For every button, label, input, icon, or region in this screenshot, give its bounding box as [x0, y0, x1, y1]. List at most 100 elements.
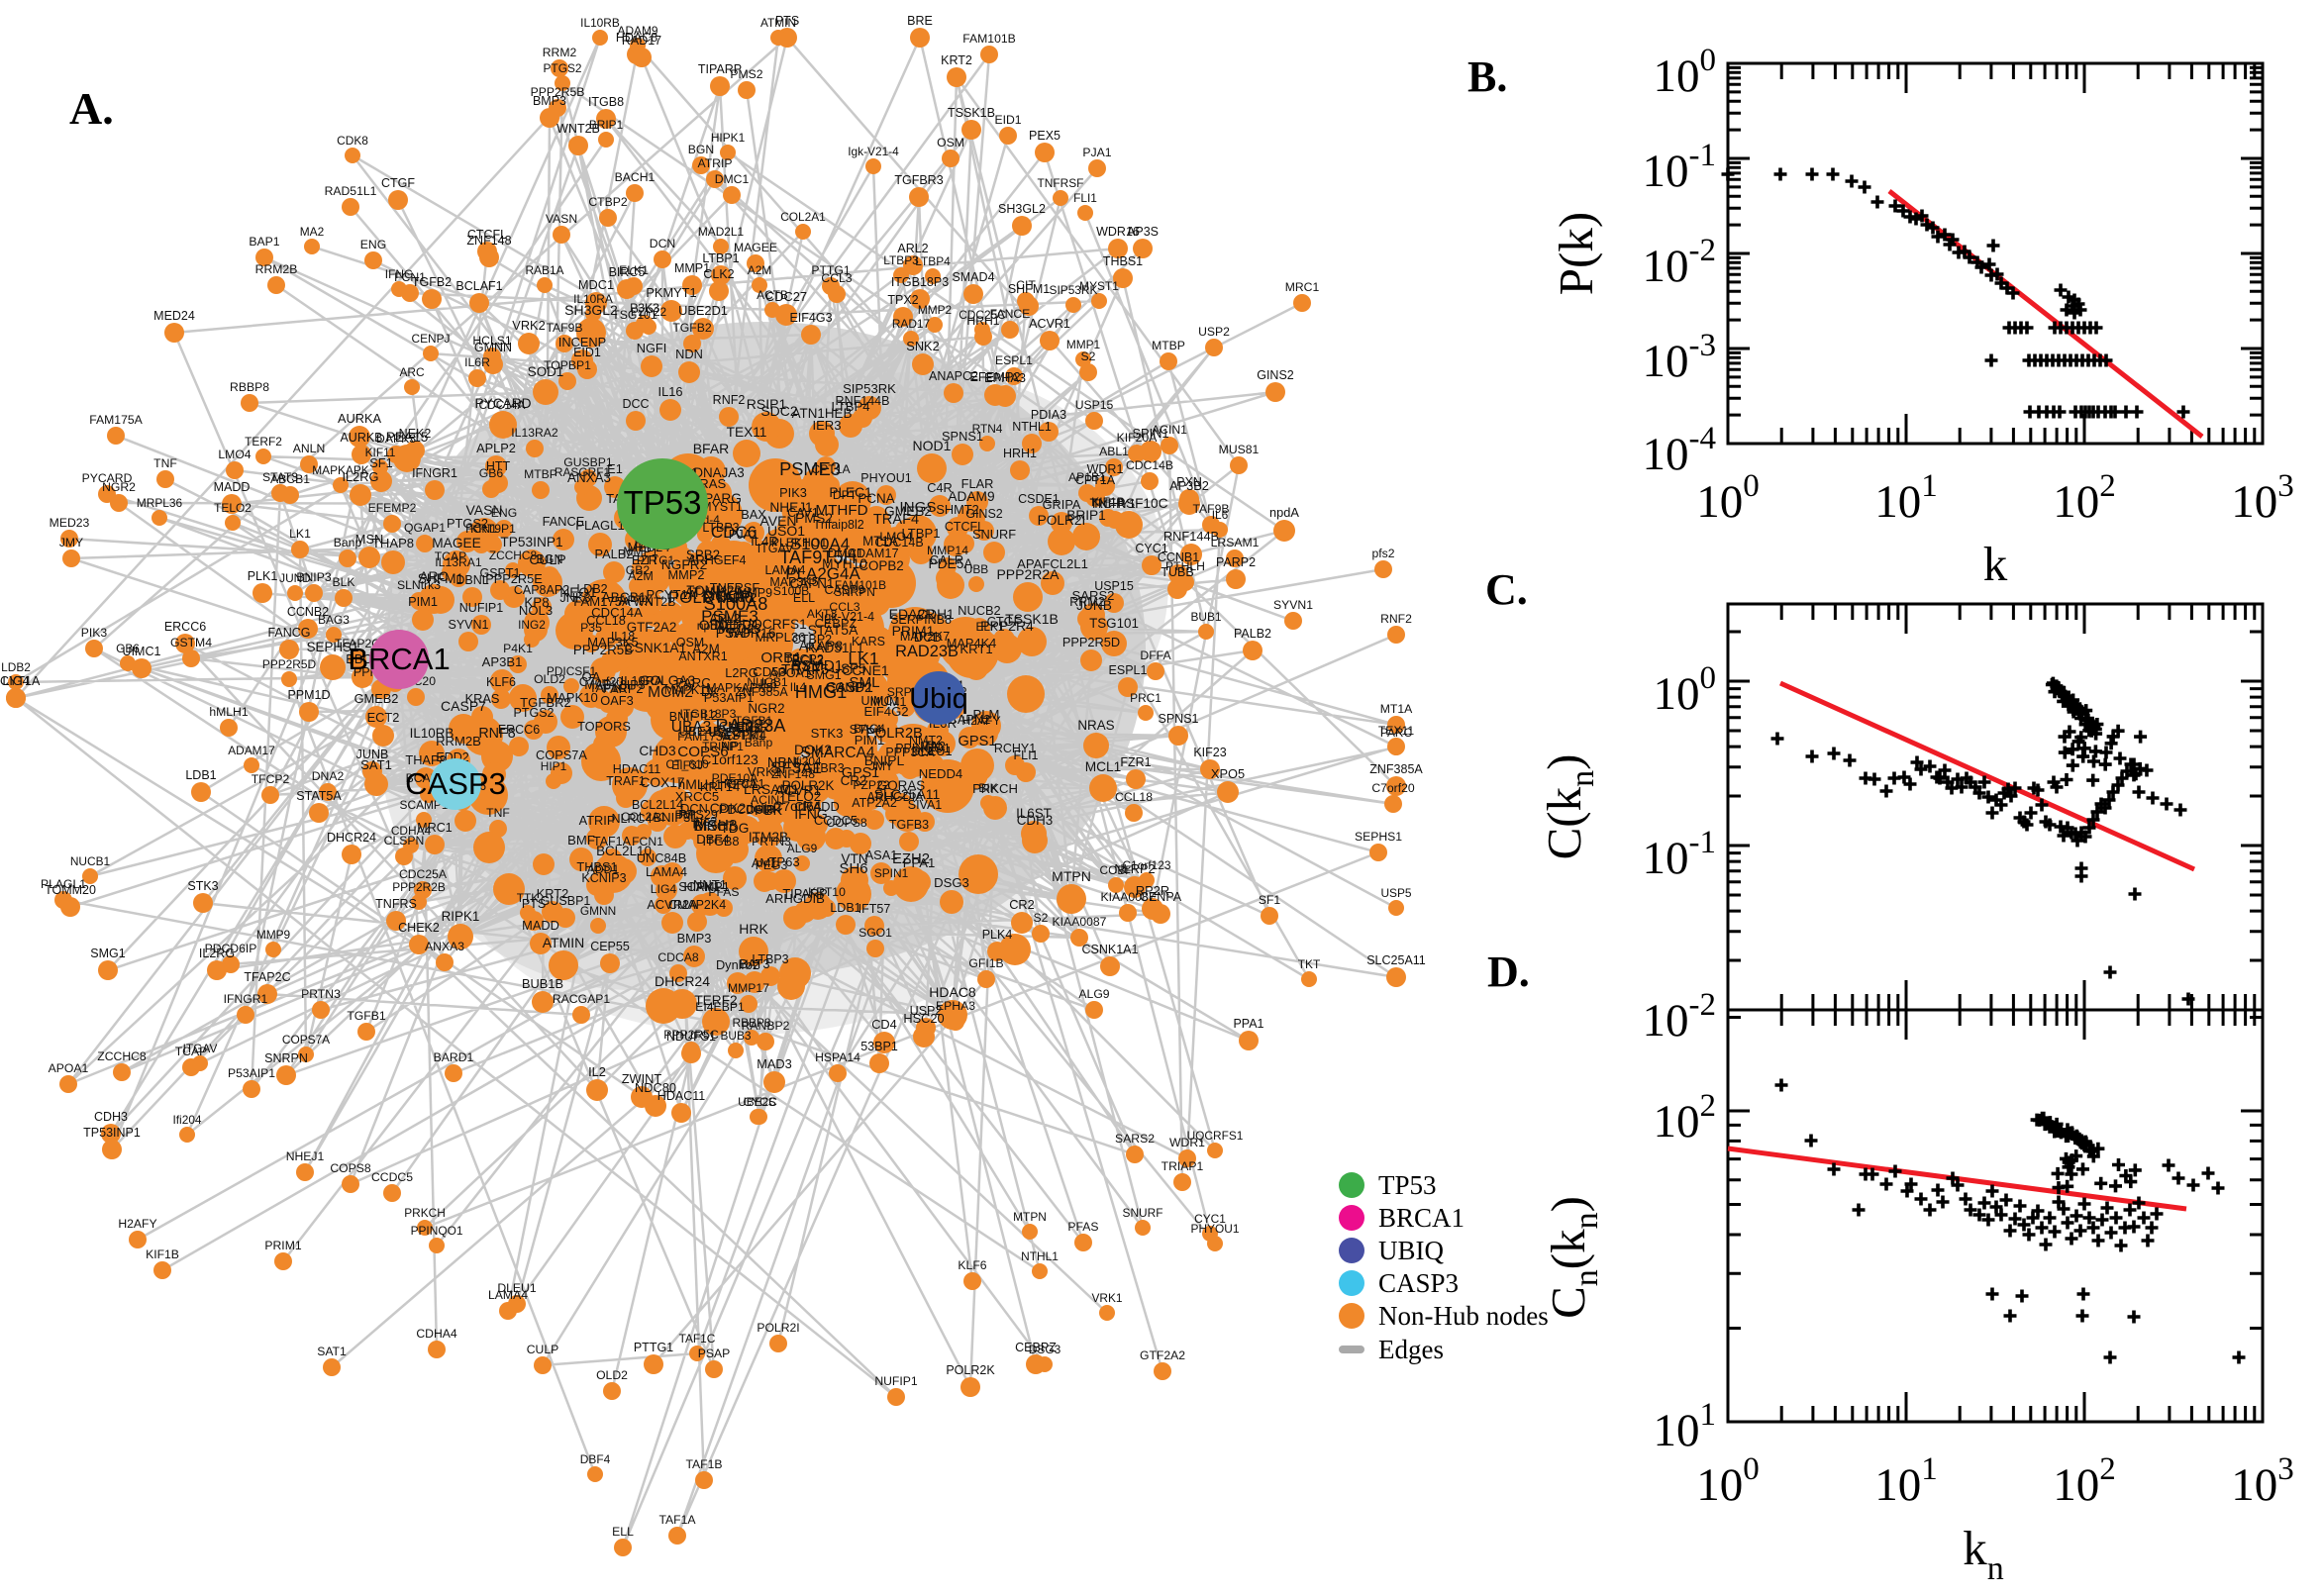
svg-text:SLNtrk3: SLNtrk3: [397, 578, 441, 592]
svg-text:CCDC5: CCDC5: [371, 1170, 413, 1184]
svg-text:EPHA3: EPHA3: [936, 999, 975, 1013]
svg-text:IL10RB: IL10RB: [580, 16, 620, 30]
svg-text:SF3A1: SF3A1: [770, 758, 822, 777]
svg-text:CDC14A: CDC14A: [479, 398, 526, 412]
svg-text:NDC80: NDC80: [635, 1080, 676, 1095]
svg-text:UQCRFS1: UQCRFS1: [742, 617, 806, 632]
svg-text:ANXA3: ANXA3: [567, 470, 611, 485]
svg-text:STAT3: STAT3: [262, 470, 298, 484]
svg-text:STK3: STK3: [811, 726, 844, 741]
svg-text:BUB1: BUB1: [1190, 610, 1221, 624]
svg-text:BAT3: BAT3: [739, 956, 769, 971]
svg-text:FCN1: FCN1: [394, 270, 426, 284]
svg-text:GB2: GB2: [626, 563, 651, 577]
svg-text:WDR1: WDR1: [1169, 1136, 1205, 1149]
svg-text:LAMA4: LAMA4: [646, 864, 687, 879]
svg-text:DMC1: DMC1: [828, 546, 863, 560]
svg-text:LIG4: LIG4: [651, 882, 677, 896]
svg-text:GOLGA3: GOLGA3: [640, 673, 696, 688]
svg-text:ATMIN: ATMIN: [760, 16, 796, 30]
svg-text:MAP4K4: MAP4K4: [947, 636, 997, 650]
svg-text:FANCG: FANCG: [267, 626, 310, 640]
svg-text:53BP1: 53BP1: [860, 1040, 898, 1053]
svg-text:MYST1: MYST1: [1079, 279, 1119, 293]
svg-text:DLEU1: DLEU1: [911, 744, 952, 758]
svg-text:PYCARD: PYCARD: [82, 471, 133, 485]
svg-text:USO1: USO1: [767, 523, 805, 539]
svg-text:ENG: ENG: [360, 238, 386, 251]
svg-text:PRKCH: PRKCH: [404, 1206, 446, 1220]
svg-text:NLRP2: NLRP2: [717, 591, 757, 605]
svg-text:CCND2: CCND2: [825, 680, 871, 695]
svg-text:RP2R: RP2R: [1136, 883, 1169, 898]
svg-text:LRSAM1: LRSAM1: [744, 781, 799, 797]
svg-text:TCAP: TCAP: [175, 1045, 208, 1058]
svg-text:GB6: GB6: [116, 642, 140, 655]
svg-text:PDE10A: PDE10A: [712, 771, 759, 785]
svg-text:TAF1C: TAF1C: [679, 1332, 716, 1346]
svg-text:P53AIP1: P53AIP1: [704, 690, 755, 705]
svg-text:PFAS: PFAS: [708, 885, 739, 899]
svg-text:SEPHS1: SEPHS1: [307, 640, 359, 654]
svg-text:ATRIP: ATRIP: [698, 156, 733, 170]
svg-text:ZNF385A: ZNF385A: [735, 685, 788, 699]
svg-text:OLD2: OLD2: [534, 672, 565, 686]
svg-text:TDG: TDG: [721, 821, 750, 836]
svg-text:PARP2: PARP2: [1216, 555, 1256, 569]
svg-text:OSM: OSM: [676, 636, 704, 649]
svg-text:TUBB: TUBB: [1161, 565, 1193, 579]
svg-text:ZNF148: ZNF148: [771, 767, 815, 781]
svg-text:SMARCA4: SMARCA4: [801, 745, 875, 761]
svg-text:KCNIP3: KCNIP3: [581, 871, 626, 885]
svg-text:PTGS2: PTGS2: [514, 706, 555, 720]
svg-text:QGAP1: QGAP1: [404, 521, 446, 535]
svg-text:ERCC6: ERCC6: [164, 620, 206, 634]
svg-text:PSAP: PSAP: [698, 1347, 731, 1360]
svg-text:PTGS2: PTGS2: [544, 61, 582, 75]
svg-text:CT_610: CT_610: [665, 757, 709, 771]
svg-text:SARS2: SARS2: [1072, 588, 1115, 603]
svg-text:IL2RG: IL2RG: [343, 469, 379, 484]
svg-text:MAP2K7: MAP2K7: [900, 629, 951, 644]
svg-text:BAG4: BAG4: [854, 722, 885, 736]
svg-text:RNF144B: RNF144B: [1163, 529, 1219, 544]
svg-text:EFEMP2: EFEMP2: [969, 369, 1020, 384]
svg-text:TSG101: TSG101: [612, 308, 657, 322]
svg-text:SYVN1: SYVN1: [449, 618, 489, 632]
svg-text:MMP1: MMP1: [623, 545, 657, 558]
svg-text:CSNK1A1: CSNK1A1: [625, 641, 686, 655]
svg-text:TOMM20: TOMM20: [686, 583, 742, 598]
svg-text:TP53INP1: TP53INP1: [83, 1126, 141, 1140]
svg-text:HDAC11: HDAC11: [657, 1089, 705, 1103]
svg-text:SH3GL2: SH3GL2: [564, 302, 618, 318]
svg-text:RRM2B: RRM2B: [436, 734, 481, 748]
svg-text:NDN: NDN: [675, 347, 703, 361]
svg-text:TGFBR3: TGFBR3: [894, 173, 943, 187]
svg-text:TRAF1: TRAF1: [606, 774, 646, 788]
svg-text:BGN: BGN: [688, 143, 714, 156]
svg-text:C4R: C4R: [927, 480, 953, 495]
svg-text:ARHGDIB: ARHGDIB: [765, 891, 825, 906]
svg-text:CCNB1: CCNB1: [1158, 550, 1199, 564]
svg-text:ABCB1: ABCB1: [270, 472, 310, 486]
svg-text:PKMYT1: PKMYT1: [646, 285, 696, 300]
svg-text:SYVN1: SYVN1: [1273, 598, 1313, 612]
svg-text:CEP55: CEP55: [590, 940, 630, 953]
svg-text:Tnfaip8l2: Tnfaip8l2: [813, 518, 863, 532]
svg-text:YY1: YY1: [793, 659, 820, 675]
svg-text:A2M: A2M: [692, 642, 720, 656]
svg-text:ACVR2A: ACVR2A: [647, 897, 698, 912]
svg-text:TNF: TNF: [153, 456, 177, 470]
svg-text:ERCC6: ERCC6: [498, 723, 540, 737]
svg-text:PTHLH: PTHLH: [1165, 559, 1205, 573]
svg-text:IL13RA1: IL13RA1: [435, 555, 482, 569]
svg-text:TSG101: TSG101: [1089, 616, 1139, 631]
svg-text:PDCD6IP: PDCD6IP: [205, 942, 257, 955]
svg-text:CASP3: CASP3: [1378, 1268, 1459, 1298]
svg-text:HSC20: HSC20: [903, 1011, 944, 1026]
svg-text:BMP3: BMP3: [677, 931, 712, 946]
svg-text:ADAM17: ADAM17: [848, 546, 898, 560]
svg-text:PPP2R5C: PPP2R5C: [663, 1028, 719, 1042]
svg-text:JUNB: JUNB: [1076, 598, 1112, 613]
svg-text:LTBP3: LTBP3: [752, 952, 788, 966]
